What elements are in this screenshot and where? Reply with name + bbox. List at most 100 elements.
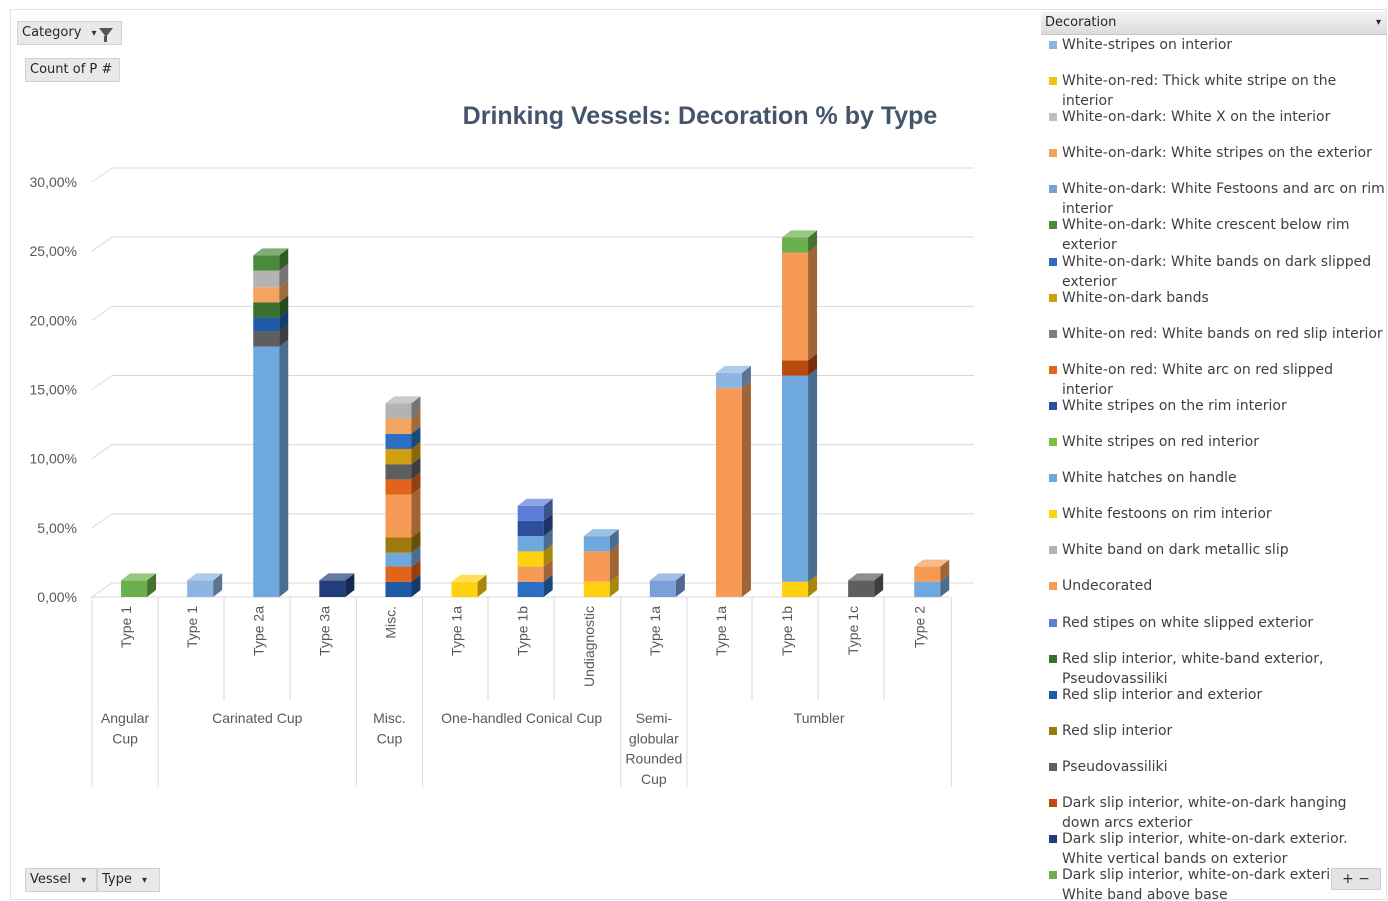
y-tick-label: 20,00% [30, 312, 77, 328]
legend-item: White hatches on handle [1041, 468, 1387, 504]
bar-segment [385, 530, 421, 553]
legend-label: White band on dark metallic slip [1062, 542, 1289, 559]
bar-segment [253, 310, 289, 332]
values-field-label: Count of P # [30, 62, 113, 77]
dropdown-arrow-icon: ▾ [91, 28, 97, 39]
bar-segment [385, 396, 421, 419]
x-group-label: Cup [112, 730, 138, 746]
bar-segment [121, 573, 157, 597]
bar-segment [253, 248, 289, 271]
x-tick-label: Type 1 [118, 606, 134, 648]
bar-segment [715, 381, 751, 597]
legend-swatch [1049, 438, 1057, 447]
legend-swatch [1049, 546, 1057, 555]
legend-item: White-on-dark: White crescent below rim … [1041, 215, 1387, 253]
legend-item: White festoons on rim interior [1041, 504, 1387, 540]
legend-label: Dark slip interior, white-on-dark hangin… [1062, 794, 1347, 831]
legend-title: Decoration [1045, 15, 1117, 30]
bar-segment [253, 324, 289, 347]
legend-label: White festoons on rim interior [1062, 506, 1272, 523]
legend-label: White-on red: White arc on red slipped i… [1062, 361, 1333, 398]
legend-label: White stripes on the rim interior [1062, 397, 1287, 414]
x-tick-label: Type 2a [250, 606, 266, 656]
legend-label: White-on-dark bands [1062, 289, 1209, 306]
legend-item: White-on-red: Thick white stripe on the … [1041, 71, 1387, 109]
x-group-label: Angular [101, 710, 150, 726]
values-field-button[interactable]: Count of P # [25, 58, 120, 82]
legend-label: Undecorated [1062, 578, 1153, 595]
bar-segment [187, 573, 223, 597]
legend-swatch [1049, 871, 1057, 880]
legend-swatch [1049, 510, 1057, 519]
zoom-control[interactable]: + − [1331, 868, 1381, 890]
legend-swatch [1049, 293, 1057, 302]
bar-segment [385, 426, 421, 449]
gridline [91, 513, 974, 529]
x-group-label: Semi- [636, 710, 673, 726]
x-axis: Type 1 Type 1 Type 2a Type 3a Misc. Type 1a Ty… [91, 597, 952, 787]
legend-swatch [1049, 329, 1057, 338]
y-tick-label: 15,00% [30, 382, 77, 398]
gridline [91, 305, 974, 321]
bar-segment [517, 544, 553, 567]
x-group-label: Cup [377, 730, 403, 746]
bar-segment [517, 559, 553, 582]
legend-item: White-on-dark: White X on the interior [1041, 107, 1387, 143]
x-tick-label: Type 1 [184, 606, 200, 648]
legend-swatch [1049, 798, 1057, 807]
bar-segment [253, 280, 289, 303]
legend-header[interactable]: Decoration ▾ [1041, 12, 1387, 35]
legend-item: Dark slip interior, white-on-dark hangin… [1041, 793, 1387, 831]
gridline [91, 167, 974, 183]
x-tick-label: Type 1a [449, 606, 465, 656]
legend-swatch [1049, 41, 1057, 49]
legend-item: Dark slip interior, white-on-dark exteri… [1041, 865, 1387, 901]
bar-segment [385, 441, 421, 465]
dropdown-arrow-icon: ▾ [1375, 17, 1381, 28]
legend-item: White stripes on the rim interior [1041, 396, 1387, 432]
legend-swatch [1049, 113, 1057, 122]
x-tick-label: Type 2 [911, 606, 927, 648]
bar-segment [517, 498, 553, 521]
legend-list: White-stripes on interior White-on-red: T… [1041, 35, 1387, 901]
legend-item: Red slip interior, white-band exterior, … [1041, 649, 1387, 687]
bar-segment [253, 263, 289, 288]
y-tick-label: 25,00% [30, 243, 77, 259]
bars [121, 230, 950, 597]
legend-item: White-on-dark: White Festoons and arc on… [1041, 179, 1387, 217]
x-tick-label: Misc. [382, 606, 398, 639]
legend-label: White-on-dark: White Festoons and arc on… [1062, 181, 1385, 218]
legend-swatch [1049, 185, 1057, 194]
gridline [91, 236, 974, 252]
bar-segment [583, 574, 619, 597]
x-group-label: globular [629, 730, 679, 746]
bar-segment [583, 544, 619, 582]
dropdown-arrow-icon: ▾ [81, 875, 87, 886]
legend-item: White stripes on red interior [1041, 432, 1387, 468]
legend-label: White-stripes on interior [1062, 37, 1233, 53]
legend-swatch [1049, 762, 1057, 771]
dropdown-arrow-icon: ▾ [142, 875, 148, 886]
y-axis: 0,00% 5,00% 10,00% 15,00% 20,00% 25,00% 30,00% [30, 174, 77, 605]
bar-segment [517, 529, 553, 552]
type-field-button[interactable]: Type ▾ [97, 868, 160, 892]
legend-swatch [1049, 474, 1057, 483]
stacked-bar-chart: Drinking Vessels: Decoration % by Type 0… [30, 102, 974, 787]
x-group-label: One-handled Conical Cup [441, 710, 602, 726]
chart-title: Drinking Vessels: Decoration % by Type [463, 102, 938, 130]
category-field-button[interactable]: Category ▾ [17, 21, 122, 45]
legend-item: White-stripes on interior [1041, 35, 1387, 71]
vessel-field-button[interactable]: Vessel ▾ [25, 868, 97, 892]
legend-label: Dark slip interior, white-on-dark exteri… [1062, 831, 1348, 868]
bar-segment [914, 574, 950, 597]
gridline [91, 582, 974, 598]
x-group-label: Misc. [373, 710, 406, 726]
legend-swatch [1049, 726, 1057, 735]
legend-label: White stripes on red interior [1062, 434, 1259, 451]
bar-segment [385, 545, 421, 567]
bar-segment [649, 573, 685, 597]
legend-label: Red slip interior and exterior [1062, 686, 1263, 703]
legend-label: White-on-dark: White stripes on the exte… [1062, 145, 1372, 162]
gridline [91, 375, 974, 390]
x-tick-label: Type 1a [713, 606, 729, 656]
